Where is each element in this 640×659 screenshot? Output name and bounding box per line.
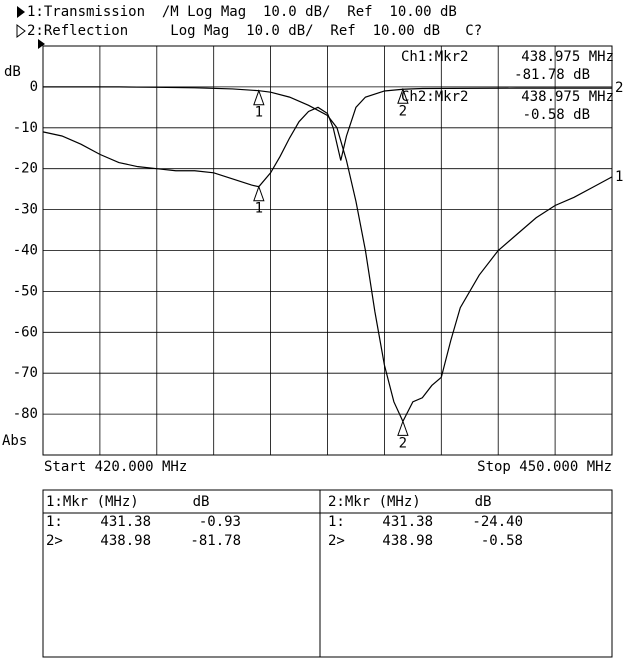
start-label: Start 420.000 MHz [44, 459, 187, 475]
header-line: 1:Transmission /M Log Mag 10.0 dB/ Ref 1… [27, 4, 457, 20]
y-tick-label: -40 [13, 243, 38, 259]
table-cell: 431.38 [382, 514, 433, 530]
y-tick-label: -80 [13, 406, 38, 422]
y-tick-label: -30 [13, 202, 38, 218]
y-tick-label: -20 [13, 161, 38, 177]
marker-triangle [253, 185, 265, 202]
table-cell: 431.38 [100, 514, 151, 530]
y-tick-label: -10 [13, 120, 38, 136]
table-header: dB [193, 494, 210, 510]
table-cell: 2> [328, 533, 345, 549]
marker-label: 1 [255, 201, 263, 217]
table-cell: -0.58 [481, 533, 523, 549]
trace-label: 1 [615, 169, 623, 185]
marker-triangle [397, 419, 409, 436]
table-cell: 438.98 [382, 533, 433, 549]
marker-label: 2 [399, 103, 407, 119]
table-header: 2:Mkr (MHz) [328, 494, 421, 510]
y-tick-label: -50 [13, 283, 38, 299]
annotation-value: -0.58 dB [523, 107, 590, 123]
table-frame [42, 489, 613, 658]
y-tick-label: 0 [30, 79, 38, 95]
annotation-name: Ch1:Mkr2 [401, 49, 468, 65]
trace [42, 87, 612, 188]
table-cell: 1: [46, 514, 63, 530]
table-cell: -0.93 [199, 514, 241, 530]
table-header: dB [475, 494, 492, 510]
y-tick-label: -70 [13, 365, 38, 381]
marker-triangle [253, 89, 265, 106]
channel-arrow [16, 24, 26, 38]
header-line: 2:Reflection Log Mag 10.0 dB/ Ref 10.00 … [27, 23, 482, 39]
marker-label: 2 [399, 435, 407, 451]
y-scale-label: Abs [2, 433, 27, 449]
table-cell: -81.78 [190, 533, 241, 549]
trace [43, 86, 613, 423]
table-cell: 2> [46, 533, 63, 549]
table-header: 1:Mkr (MHz) [46, 494, 139, 510]
marker-triangle [397, 87, 409, 104]
table-cell: 1: [328, 514, 345, 530]
table-cell: 438.98 [100, 533, 151, 549]
trace-label: 2 [615, 80, 623, 96]
y-tick-label: -60 [13, 324, 38, 340]
annotation-freq: 438.975 MHz [521, 89, 614, 105]
annotation-freq: 438.975 MHz [521, 49, 614, 65]
ref-arrow [38, 39, 45, 49]
table-cell: -24.40 [472, 514, 523, 530]
y-label: dB [4, 64, 21, 80]
annotation-name: Ch2:Mkr2 [401, 89, 468, 105]
annotation-value: -81.78 dB [514, 67, 590, 83]
stop-label: Stop 450.000 MHz [477, 459, 612, 475]
active-channel-arrow [17, 6, 25, 18]
marker-label: 1 [255, 105, 263, 121]
